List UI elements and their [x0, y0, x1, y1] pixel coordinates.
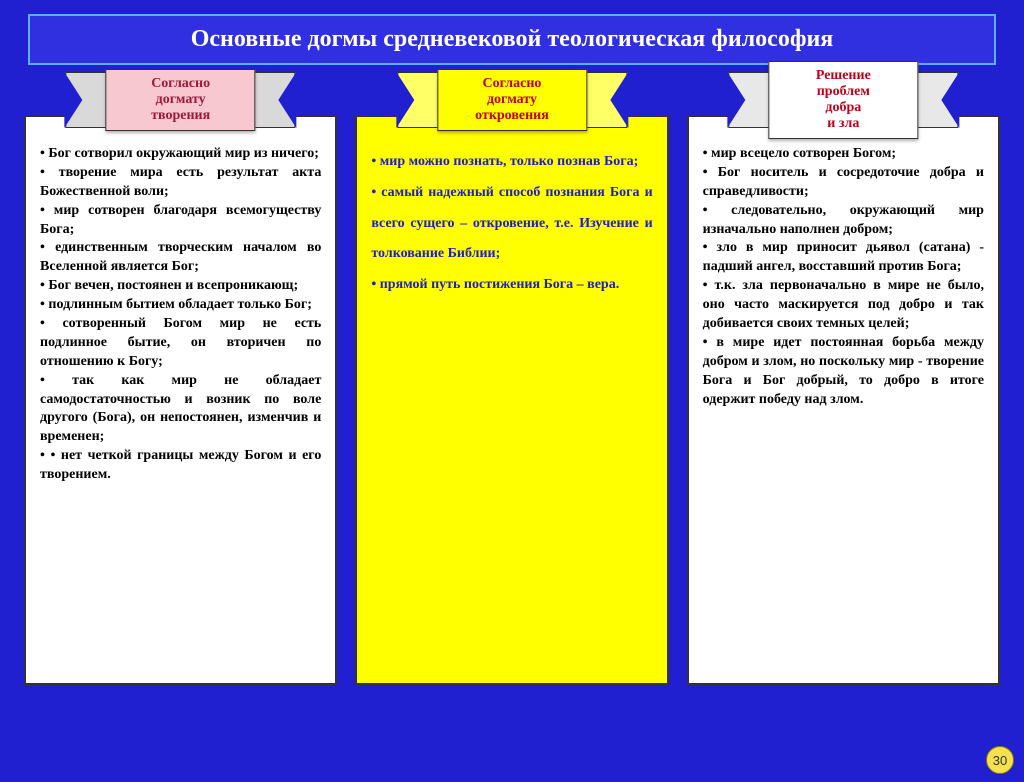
list-item: • • нет четкой границы между Богом и его…	[40, 447, 321, 485]
title-bar: Основные догмы средневековой теологическ…	[28, 14, 996, 65]
content-box-2: • мир можно познать, только познав Бога;…	[355, 115, 668, 685]
list-item: • т.к. зла первоначально в мире не было,…	[703, 277, 984, 334]
list-item: • зло в мир приносит дьявол (сатана) - п…	[703, 239, 984, 277]
column-3: Решениепроблемдобраи зла• мир всецело со…	[687, 115, 1000, 685]
list-item: • прямой путь постижения Бога – вера.	[371, 270, 652, 301]
list-item: • Бог вечен, постоянен и всепроникающ;	[40, 277, 321, 296]
list-item: • подлинным бытием обладает только Бог;	[40, 296, 321, 315]
page-title: Основные догмы средневековой теологическ…	[46, 26, 978, 53]
list-item: • мир можно познать, только познав Бога;	[371, 147, 652, 178]
column-2: Согласнодогматуоткровения• мир можно поз…	[355, 115, 668, 685]
ribbon-1: Согласнодогматутворения	[24, 65, 337, 135]
slide-number: 30	[993, 753, 1007, 768]
list-item: • в мире идет постоянная борьба между до…	[703, 334, 984, 410]
list-item: • Бог сотворил окружающий мир из ничего;	[40, 145, 321, 164]
content-box-3: • мир всецело сотворен Богом;• Бог носит…	[687, 115, 1000, 685]
ribbon-3: Решениепроблемдобраи зла	[687, 65, 1000, 135]
ribbon-2: Согласнодогматуоткровения	[355, 65, 668, 135]
list-item: • единственным творческим началом во Все…	[40, 239, 321, 277]
list-item: • следовательно, окружающий мир изначаль…	[703, 202, 984, 240]
column-1: Согласнодогматутворения• Бог сотворил ок…	[24, 115, 337, 685]
list-item: • так как мир не обладает самодостаточно…	[40, 372, 321, 448]
list-item: • мир всецело сотворен Богом;	[703, 145, 984, 164]
ribbon-label: Решениепроблемдобраи зла	[768, 61, 918, 139]
list-item: • сотворенный Богом мир не есть подлинно…	[40, 315, 321, 372]
list-item: • мир сотворен благодаря всемогуществу Б…	[40, 202, 321, 240]
content-box-1: • Бог сотворил окружающий мир из ничего;…	[24, 115, 337, 685]
ribbon-label: Согласнодогматутворения	[106, 69, 256, 131]
columns-row: Согласнодогматутворения• Бог сотворил ок…	[0, 115, 1024, 685]
list-item: • творение мира есть результат акта Боже…	[40, 164, 321, 202]
slide-number-badge: 30	[986, 746, 1014, 774]
list-item: • Бог носитель и сосредоточие добра и сп…	[703, 164, 984, 202]
ribbon-label: Согласнодогматуоткровения	[437, 69, 587, 131]
list-item: • самый надежный способ познания Бога и …	[371, 178, 652, 270]
